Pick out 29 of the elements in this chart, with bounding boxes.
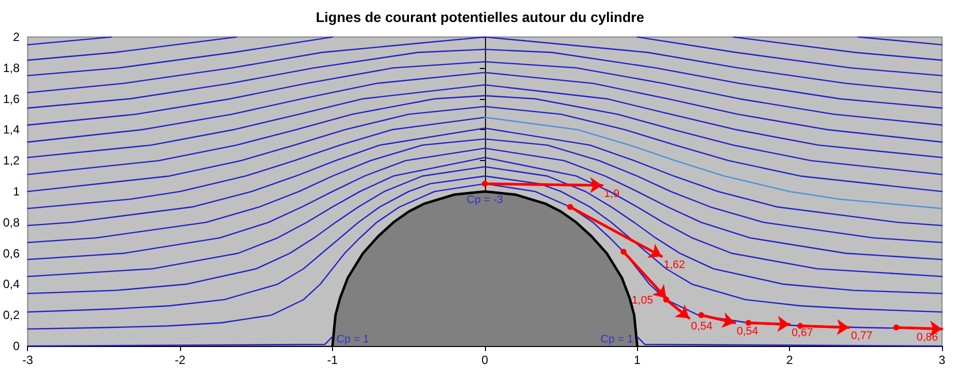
chart-title: Lignes de courant potentielles autour du cylindre [316, 9, 644, 25]
y-tick-label: 1,4 [2, 122, 20, 137]
x-tick-label: -2 [174, 353, 186, 367]
y-tick-label: 1,6 [2, 92, 20, 106]
annotation: Cp = -3 [466, 194, 504, 206]
annotation: Cp = 1 [600, 334, 634, 346]
x-tick-label: -3 [22, 353, 34, 367]
x-tick-label: 2 [786, 353, 794, 367]
y-tick-label: 0,2 [2, 308, 20, 322]
annotation: 0,54 [736, 325, 758, 338]
x-tick-label: 0 [481, 353, 488, 367]
x-tick-label: 3 [938, 353, 946, 367]
y-tick-label: 1,8 [2, 60, 20, 75]
x-tick-label: -1 [327, 353, 338, 367]
y-tick-label: 0,6 [2, 246, 20, 260]
annotation: 0,67 [792, 326, 814, 339]
annotation: 1,62 [664, 258, 686, 271]
annotation: 0,54 [691, 320, 712, 333]
annotation: Cp = 1 [336, 334, 370, 346]
annotation: 1,05 [632, 294, 654, 307]
annotation: 0,86 [916, 332, 938, 344]
y-tick-label: 1,2 [2, 154, 20, 168]
y-tick-label: 0 [12, 339, 20, 353]
y-tick-label: 2 [12, 30, 20, 44]
y-tick-label: 0,8 [2, 215, 20, 230]
x-tick-label: 1 [634, 353, 641, 367]
y-tick-label: 1 [12, 184, 20, 198]
y-tick-label: 0,4 [2, 277, 20, 292]
annotation: 0,77 [851, 330, 872, 342]
